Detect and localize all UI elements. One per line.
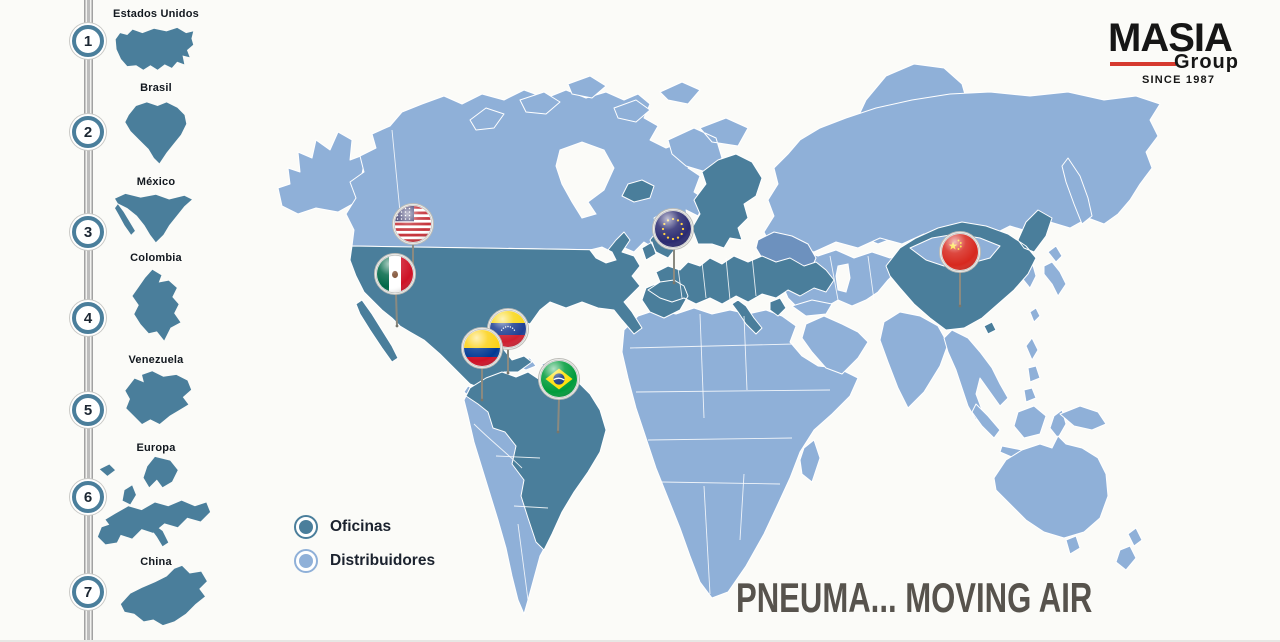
region-brazil-colombia-venezuela xyxy=(465,371,607,551)
logo-since-text: SINCE 1987 xyxy=(1142,74,1216,86)
masia-group-logo: MASIA Group SINCE 1987 xyxy=(1108,16,1258,86)
sidebar-number-4: 4 xyxy=(72,302,104,334)
region-australia xyxy=(993,435,1109,539)
number-label: 5 xyxy=(83,401,93,419)
distributors-marker-icon xyxy=(294,549,318,573)
country-borders xyxy=(391,129,875,601)
region-turkey xyxy=(791,299,833,317)
offices-label: Oficinas xyxy=(330,518,392,535)
taiwan xyxy=(1029,307,1041,323)
sidebar-number-2: 2 xyxy=(72,116,104,148)
tagline: PNEUMA... MOVING AIR xyxy=(736,574,1093,621)
number-label: 2 xyxy=(83,123,93,141)
sidebar-number-1: 1 xyxy=(72,25,104,57)
distributors-label: Distribuidores xyxy=(330,552,436,569)
europe-silhouette-icon xyxy=(97,456,211,547)
number-label: 4 xyxy=(83,309,93,327)
region-africa xyxy=(621,307,859,599)
pin-colombia[interactable] xyxy=(461,327,503,402)
office-regions xyxy=(349,153,1053,551)
pin-china[interactable] xyxy=(939,231,981,308)
region-arabia xyxy=(801,315,869,375)
number-label: 6 xyxy=(83,488,93,506)
region-india xyxy=(879,311,949,409)
great-lakes xyxy=(589,246,617,264)
philippines xyxy=(1023,337,1041,403)
sidebar-number-6: 6 xyxy=(72,481,104,513)
sidebar-label-venezuela: Venezuela xyxy=(128,354,184,366)
distributor-regions xyxy=(277,63,1161,615)
pin-mexico[interactable] xyxy=(374,253,416,328)
hudson-bay xyxy=(555,141,615,219)
colombia-silhouette-icon xyxy=(132,269,181,341)
sidebar-number-5: 5 xyxy=(72,394,104,426)
brazil-silhouette-icon xyxy=(125,102,187,164)
tasmania xyxy=(1065,535,1081,555)
map-pins xyxy=(374,203,981,434)
sidebar-number-7: 7 xyxy=(72,576,104,608)
sidebar-label-estados-unidos: Estados Unidos xyxy=(113,8,199,20)
map-legend: Oficinas Distribuidores xyxy=(294,515,435,583)
usa-silhouette-icon xyxy=(115,27,194,70)
sidebar-number-3: 3 xyxy=(72,216,104,248)
legend-offices-row: Oficinas xyxy=(294,515,435,539)
kamchatka xyxy=(1061,157,1093,225)
logo-group-text: Group xyxy=(1174,51,1239,73)
sidebar-label-colombia: Colombia xyxy=(130,252,182,264)
sidebar-label-mexico: México xyxy=(136,176,176,188)
number-label: 1 xyxy=(83,32,93,50)
number-label: 7 xyxy=(83,583,93,601)
arctic-islands xyxy=(469,75,749,173)
pin-usa[interactable] xyxy=(392,203,434,280)
mexico-silhouette-icon xyxy=(115,193,192,243)
region-russia xyxy=(763,91,1161,255)
offices-marker-icon xyxy=(294,515,318,539)
sidebar-label-europa: Europa xyxy=(136,442,176,454)
sidebar-label-brasil: Brasil xyxy=(140,82,172,94)
logo-brand-text: MASIA xyxy=(1108,16,1233,60)
logo-red-underline xyxy=(1110,62,1176,66)
legend-distributors-row: Distribuidores xyxy=(294,549,435,573)
pin-brazil[interactable] xyxy=(538,358,580,434)
new-zealand xyxy=(1115,527,1143,571)
china-silhouette-icon xyxy=(120,565,207,626)
papua-new-guinea xyxy=(1059,405,1107,431)
madagascar xyxy=(799,439,821,483)
sidebar-label-china: China xyxy=(140,556,172,568)
pin-europe[interactable] xyxy=(652,208,694,285)
number-label: 3 xyxy=(83,223,93,241)
venezuela-silhouette-icon xyxy=(125,371,192,425)
caspian-sea xyxy=(835,263,851,293)
region-indochina xyxy=(943,329,1009,421)
